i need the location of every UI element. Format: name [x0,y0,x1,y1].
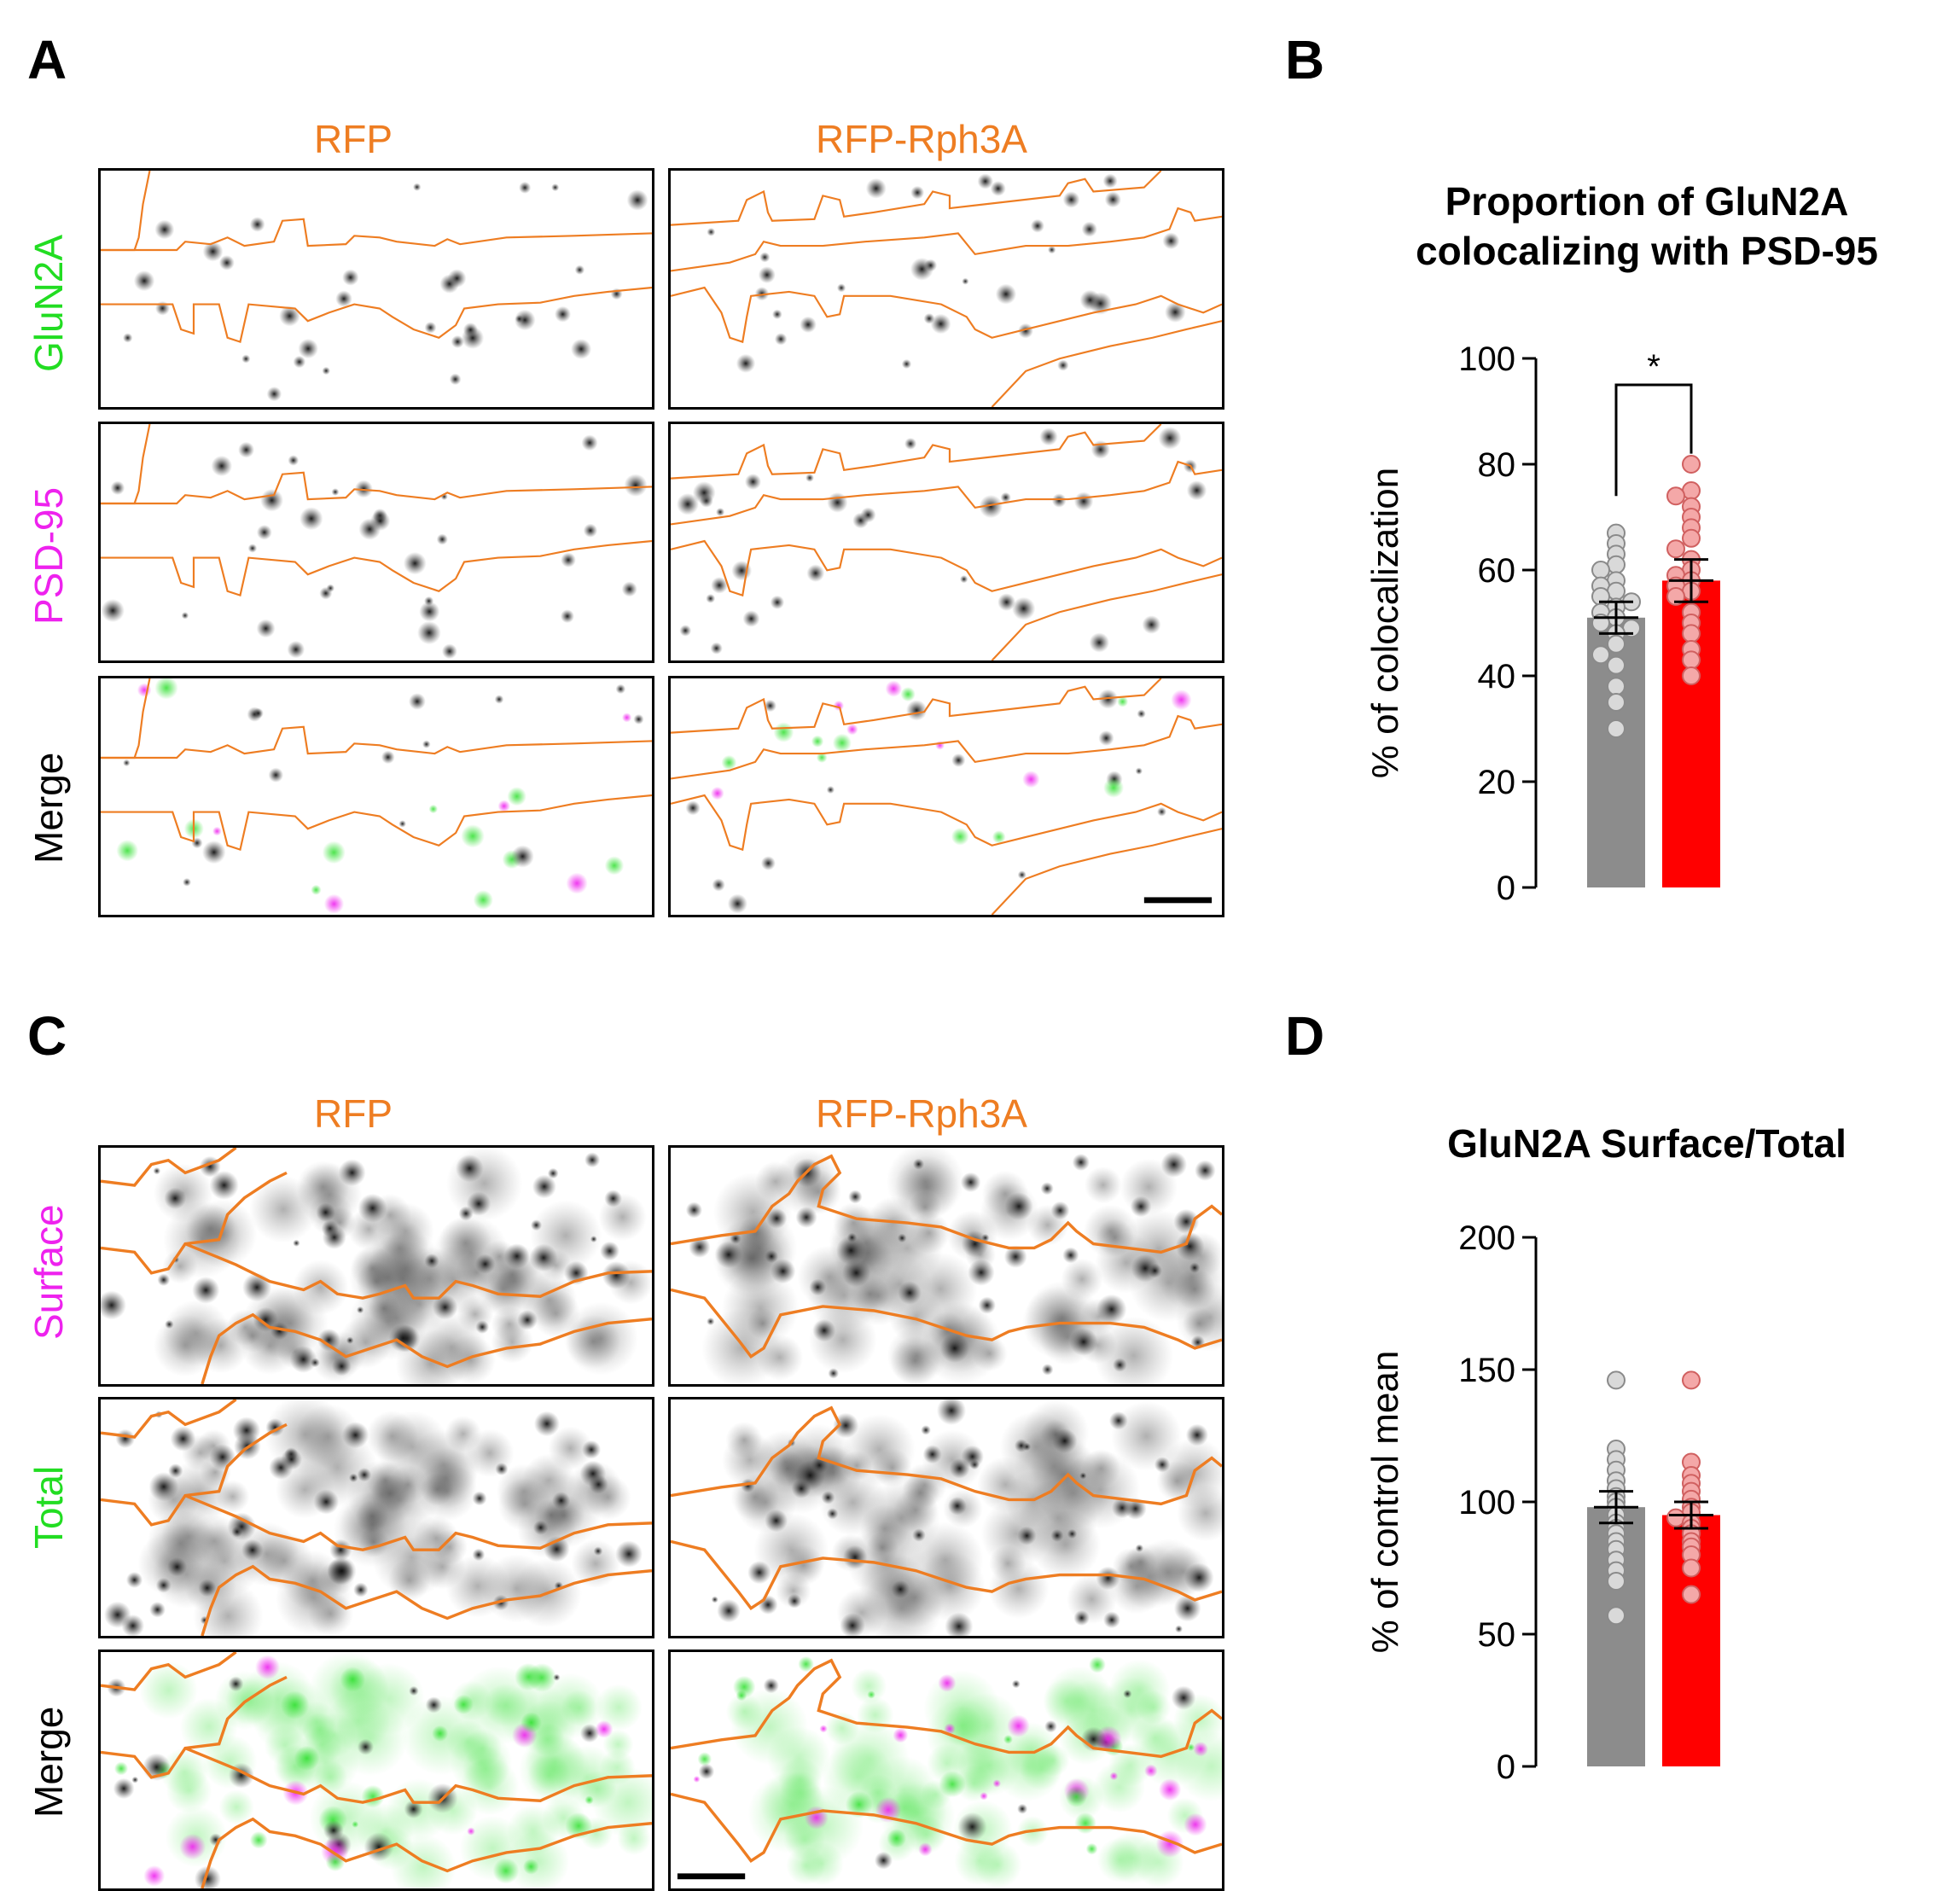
chart-b-ytick-label-20: 20 [1478,764,1516,801]
chart-b-point-1-1 [1682,481,1701,500]
row-label-a-merge: Merge [26,752,71,864]
panel-letter-c: C [27,1005,67,1067]
micrograph-c-rph3a-surface [668,1145,1224,1387]
micrograph-c-rfp-merge [98,1650,654,1891]
chart-b-y-axis-label: % of colocalization [1364,468,1406,778]
row-label-a-psd95: PSD-95 [26,486,71,625]
chart-title-b-line1: Proportion of GluN2A [1445,179,1849,224]
col-label-c-rph3a: RFP-Rph3A [816,1091,1027,1136]
chart-b-point-1-7 [1666,539,1685,559]
row-label-a-glun2a: GluN2A [26,234,71,372]
chart-d-ytick-label-0: 0 [1497,1748,1515,1786]
panel-letter-d: D [1285,1005,1325,1067]
row-label-c-merge: Merge [26,1706,71,1818]
chart-b-significance-bracket [1614,383,1693,497]
chart-b-point-1-2 [1666,486,1685,506]
panel-letter-a: A [27,29,67,90]
chart-b-point-0-18 [1607,655,1626,675]
chart-title-b: Proportion of GluN2A colocalizing with P… [1331,177,1960,276]
chart-d-point-0-17 [1607,1572,1626,1591]
row-label-c-surface: Surface [26,1204,71,1340]
panel-letter-b: B [1285,29,1325,90]
col-label-a-rph3a: RFP-Rph3A [816,117,1027,161]
chart-b-ytick-label-80: 80 [1478,446,1516,484]
row-label-c-total: Total [26,1465,71,1549]
chart-b-point-0-19 [1607,677,1626,696]
micrograph-a-rph3a-psd95 [668,422,1224,663]
micrograph-a-rph3a-glun2a [668,168,1224,410]
chart-b-point-0-3 [1607,555,1626,574]
chart-b-point-0-20 [1607,693,1626,712]
chart-d-point-0-18 [1607,1606,1626,1626]
micrograph-a-rfp-psd95 [98,422,654,663]
chart-b-point-1-0 [1682,455,1701,474]
micrograph-c-rph3a-total [668,1397,1224,1638]
chart-d-ytick-label-50: 50 [1478,1616,1516,1654]
chart-d-point-0-0 [1607,1370,1626,1390]
chart-title-d-line1: GluN2A Surface/Total [1447,1121,1847,1166]
chart-b-point-0-17 [1591,645,1610,665]
chart-d-ytick-label-150: 150 [1458,1352,1515,1389]
micrograph-c-rfp-surface [98,1145,654,1387]
chart-d-point-1-16 [1682,1585,1701,1604]
col-label-a-rfp: RFP [314,117,393,161]
micrograph-a-rfp-glun2a [98,168,654,410]
chart-b-point-1-6 [1682,528,1701,548]
col-label-c-rfp: RFP [314,1091,393,1136]
chart-title-d: GluN2A Surface/Total [1331,1120,1960,1169]
chart-b-point-1-20 [1682,666,1701,685]
chart-d-point-1-0 [1682,1370,1701,1390]
chart-b-point-1-19 [1682,650,1701,670]
micrograph-a-rph3a-merge [668,676,1224,917]
chart-d-y-axis-label: % of control mean [1364,1351,1406,1654]
chart-d-ytick-label-200: 200 [1458,1219,1515,1257]
chart-b-ytick-label-0: 0 [1497,870,1515,907]
chart-title-b-line2: colocalizing with PSD-95 [1416,228,1878,273]
chart-b-significance-label: * [1647,348,1660,386]
micrograph-c-rfp-total [98,1397,654,1638]
chart-b-point-0-4 [1591,561,1610,579]
chart-b-ytick-label-60: 60 [1478,552,1516,590]
chart-b-point-0-16 [1607,634,1626,654]
micrograph-a-rfp-merge [98,676,654,917]
chart-d-point-1-8 [1666,1508,1685,1527]
chart-b-ytick-label-40: 40 [1478,658,1516,695]
chart-b-point-0-21 [1607,719,1626,738]
chart-b-point-0-7 [1607,581,1626,601]
micrograph-c-rph3a-merge [668,1650,1224,1891]
chart-b-ytick-label-100: 100 [1458,340,1515,378]
chart-b-point-1-17 [1682,624,1701,643]
bar-chart-colocalization: 0 20 40 60 80 100 % of colocalization * [1364,340,1720,907]
chart-d-ytick-label-100: 100 [1458,1484,1515,1522]
chart-d-point-1-15 [1682,1558,1701,1578]
bar-chart-surface-total: 0 50 100 150 200 % of control mean [1364,1219,1720,1786]
